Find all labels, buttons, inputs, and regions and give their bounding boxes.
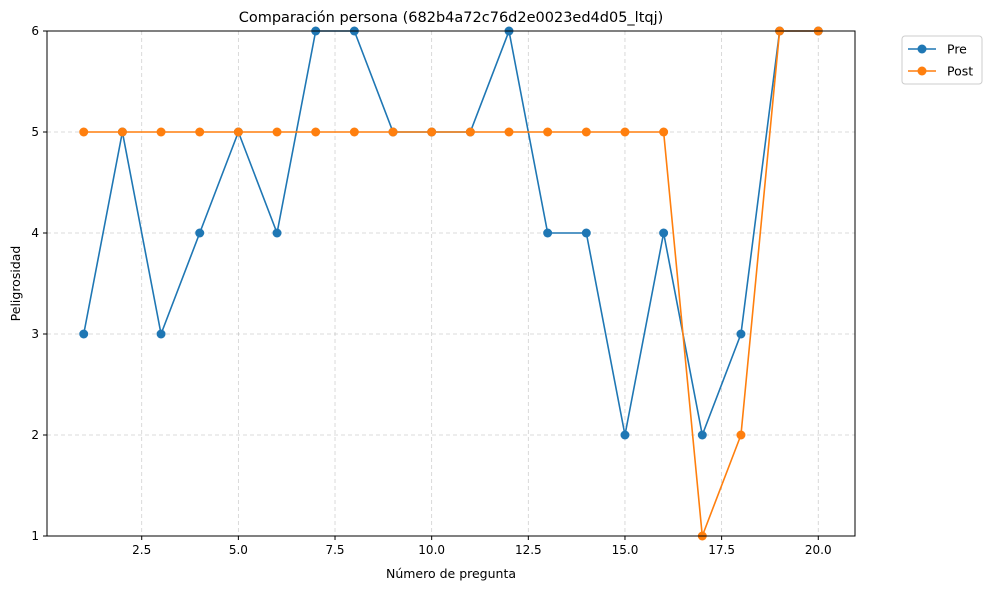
x-axis-label: Número de pregunta: [386, 566, 516, 581]
y-tick-label: 5: [31, 125, 39, 139]
y-tick-label: 6: [31, 24, 39, 38]
series-pre-point: [79, 329, 89, 339]
x-tick-label: 20.0: [805, 543, 832, 557]
legend: Pre Post: [901, 35, 983, 85]
series-pre-point: [543, 228, 553, 238]
series-post-point: [581, 127, 591, 137]
series-post-point: [427, 127, 437, 137]
series-post-point: [272, 127, 282, 137]
y-tick-label: 3: [31, 327, 39, 341]
series-pre-point: [697, 430, 707, 440]
x-tick-label: 17.5: [708, 543, 735, 557]
series-post-point: [504, 127, 514, 137]
series-post-point: [349, 127, 359, 137]
series-post-point: [736, 430, 746, 440]
series-post-point: [233, 127, 243, 137]
plot-series: [79, 26, 823, 541]
x-tick-label: 10.0: [418, 543, 445, 557]
y-axis-label: Peligrosidad: [8, 246, 23, 322]
plot-frame: [46, 30, 856, 537]
series-post-point: [620, 127, 630, 137]
series-post-point: [195, 127, 205, 137]
legend-post-marker: [917, 66, 927, 76]
series-post-point: [79, 127, 89, 137]
legend-pre-label: Pre: [947, 42, 967, 57]
x-tick-label: 5.0: [229, 543, 248, 557]
y-tick-label: 1: [31, 529, 39, 543]
x-tick-label: 15.0: [612, 543, 639, 557]
series-pre-point: [195, 228, 205, 238]
legend-pre-marker: [917, 44, 927, 54]
series-post-point: [543, 127, 553, 137]
series-pre-point: [659, 228, 669, 238]
y-tick-label: 2: [31, 428, 39, 442]
x-tick-label: 12.5: [515, 543, 542, 557]
series-post-point: [311, 127, 321, 137]
legend-post-label: Post: [947, 64, 973, 79]
axis-ticks: 2.5 5.0 7.5 10.0 12.5 15.0 17.5 20.0 1 2 3 4 5 6: [31, 24, 831, 557]
series-pre-point: [272, 228, 282, 238]
series-pre-point: [156, 329, 166, 339]
series-post-point: [156, 127, 166, 137]
series-pre-point: [581, 228, 591, 238]
y-tick-label: 4: [31, 226, 39, 240]
x-tick-label: 7.5: [325, 543, 344, 557]
series-pre-point: [736, 329, 746, 339]
x-tick-label: 2.5: [132, 543, 151, 557]
chart-title: Comparación persona (682b4a72c76d2e0023e…: [239, 10, 664, 26]
series-post-line: [83, 30, 819, 537]
series-pre-point: [620, 430, 630, 440]
series-post-point: [465, 127, 475, 137]
series-post-point: [659, 127, 669, 137]
series-post-point: [388, 127, 398, 137]
series-post-point: [117, 127, 127, 137]
